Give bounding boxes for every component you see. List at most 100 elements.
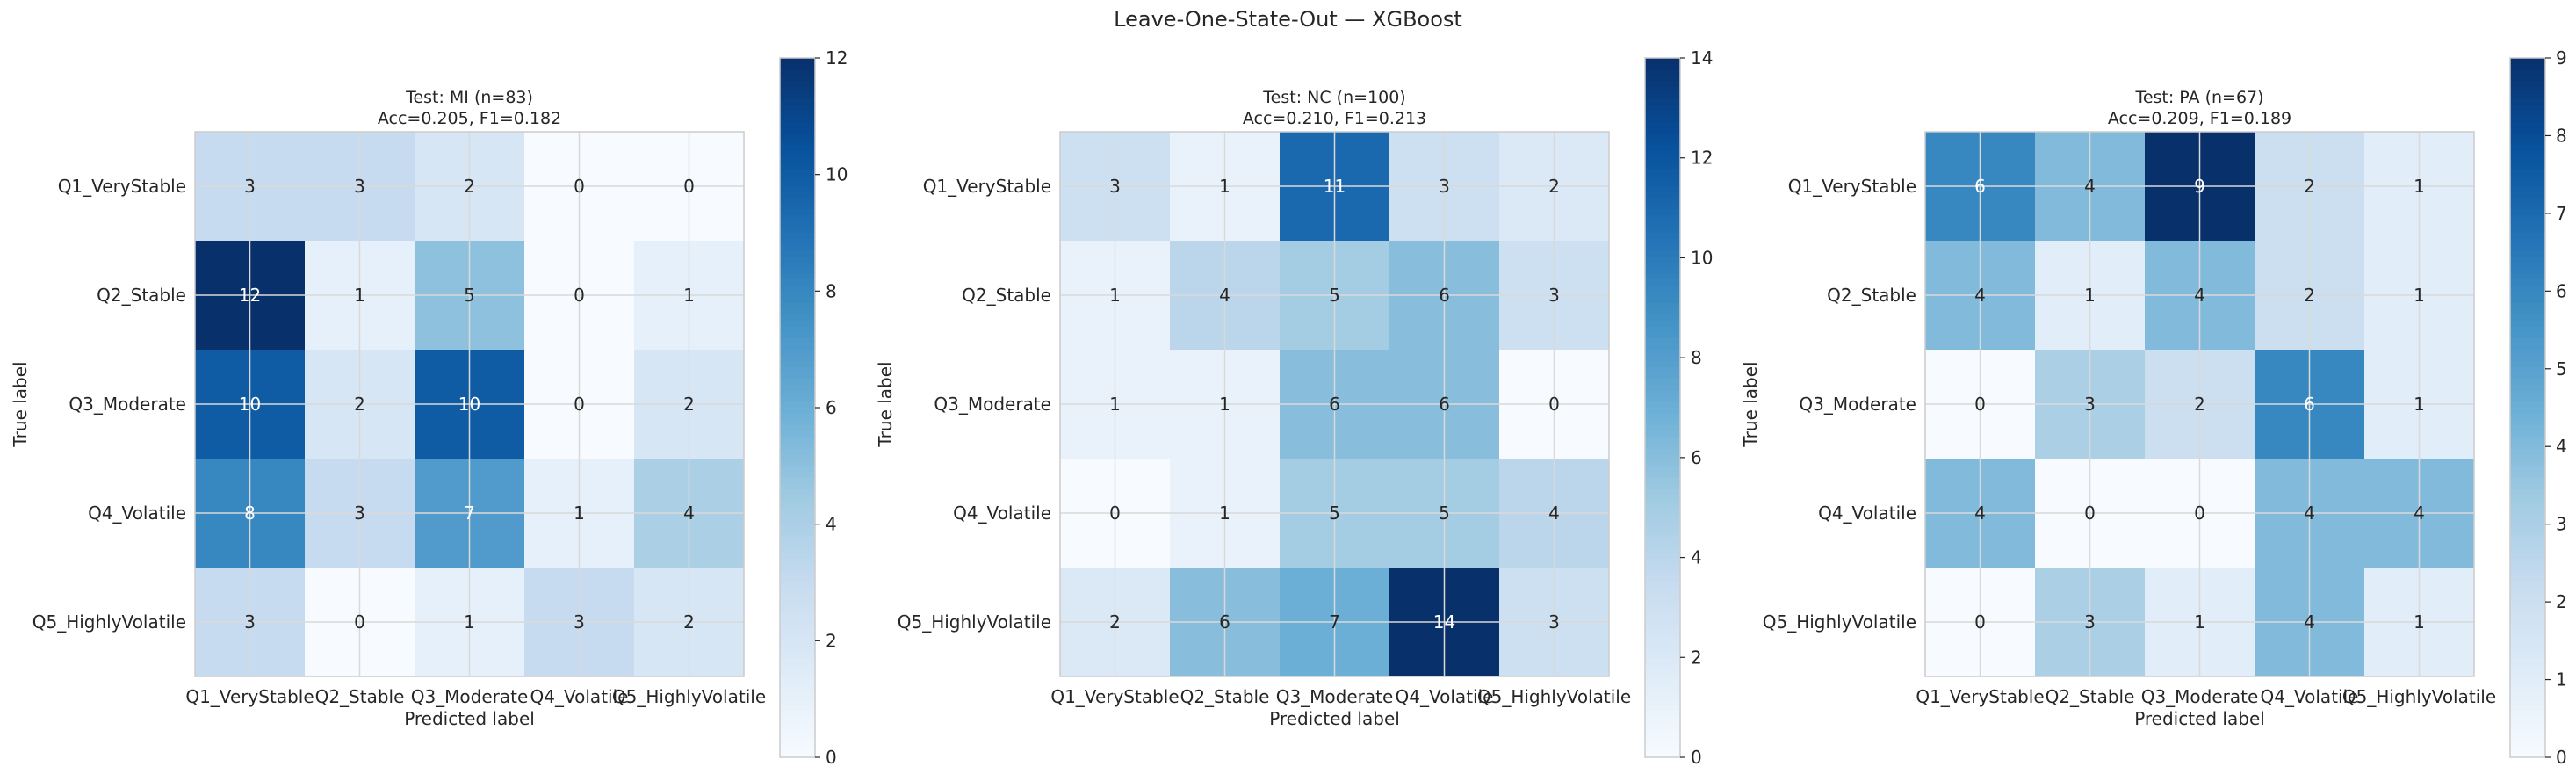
colorbar-segment <box>2510 221 2545 228</box>
y-tick-label: Q5_HighlyVolatile <box>1763 611 1916 633</box>
cell-value-label: 1 <box>574 503 585 524</box>
colorbar-segment <box>780 454 815 461</box>
colorbar-segment <box>780 349 815 356</box>
colorbar-segment <box>2510 559 2545 566</box>
colorbar-segment <box>2510 448 2545 455</box>
colorbar-segment <box>780 139 815 147</box>
colorbar-segment <box>1645 553 1680 560</box>
colorbar-segment <box>2510 430 2545 438</box>
colorbar-segment <box>2510 424 2545 432</box>
colorbar-segment <box>2510 180 2545 187</box>
colorbar-segment <box>2510 419 2545 426</box>
colorbar-segment <box>780 466 815 473</box>
colorbar-segment <box>2510 308 2545 315</box>
cell-value-label: 4 <box>1974 285 1986 306</box>
colorbar-segment <box>2510 681 2545 688</box>
colorbar-segment <box>780 710 815 718</box>
colorbar-segment <box>1645 63 1680 70</box>
colorbar-segment <box>2510 611 2545 618</box>
colorbar-segment <box>780 238 815 245</box>
colorbar-segment <box>780 156 815 163</box>
colorbar-segment <box>780 734 815 741</box>
colorbar-segment <box>2510 518 2545 525</box>
cell-value-label: 2 <box>354 394 365 415</box>
colorbar-segment <box>1645 663 1680 671</box>
colorbar-segment <box>780 599 815 607</box>
colorbar-tick-label: 4 <box>826 514 837 535</box>
colorbar-segment <box>780 192 815 199</box>
colorbar-segment <box>2510 326 2545 333</box>
cell-value-label: 2 <box>2304 176 2315 197</box>
colorbar-segment <box>1645 215 1680 222</box>
cell-value-label: 1 <box>2084 285 2096 306</box>
colorbar-segment <box>2510 238 2545 245</box>
colorbar-segment <box>780 576 815 583</box>
colorbar-segment <box>1645 302 1680 309</box>
colorbar-segment <box>780 320 815 327</box>
colorbar-segment <box>2510 740 2545 747</box>
colorbar-segment <box>2510 570 2545 577</box>
colorbar-segment <box>1645 541 1680 548</box>
colorbar-segment <box>780 296 815 304</box>
colorbar-segment <box>1645 58 1680 65</box>
x-tick-label: Q1_VeryStable <box>185 686 314 707</box>
y-tick-label: Q4_Volatile <box>1818 503 1916 524</box>
colorbar-segment <box>2510 751 2545 758</box>
colorbar-segment <box>780 518 815 525</box>
cell-value-label: 1 <box>2194 611 2205 633</box>
colorbar-segment <box>1645 81 1680 88</box>
x-tick-label: Q2_Stable <box>315 686 405 707</box>
colorbar-segment <box>780 262 815 269</box>
colorbar-segment <box>2510 92 2545 100</box>
colorbar-segment <box>2510 734 2545 741</box>
colorbar-segment <box>780 634 815 641</box>
colorbar-segment <box>1645 652 1680 659</box>
panel-title-line2: Acc=0.209, F1=0.189 <box>2108 109 2291 128</box>
colorbar-segment <box>2510 156 2545 163</box>
colorbar-segment <box>780 611 815 618</box>
colorbar-segment <box>780 273 815 280</box>
colorbar-segment <box>1645 506 1680 513</box>
colorbar-segment <box>1645 127 1680 134</box>
cell-value-label: 7 <box>464 503 475 524</box>
colorbar-segment <box>1645 314 1680 322</box>
colorbar-segment <box>780 693 815 700</box>
cell-value-label: 10 <box>239 394 261 415</box>
colorbar-segment <box>780 559 815 566</box>
colorbar-segment <box>780 459 815 466</box>
colorbar-segment <box>780 174 815 181</box>
colorbar-segment <box>2510 722 2545 729</box>
colorbar-segment <box>2510 605 2545 612</box>
colorbar-segment <box>1645 349 1680 356</box>
colorbar-segment <box>780 535 815 543</box>
colorbar-segment <box>780 233 815 240</box>
colorbar-segment <box>2510 663 2545 671</box>
cell-value-label: 1 <box>1219 176 1230 197</box>
x-axis-label: Predicted label <box>1269 708 1400 729</box>
cell-value-label: 0 <box>1548 394 1560 415</box>
colorbar-segment <box>780 384 815 391</box>
colorbar-segment <box>2510 291 2545 298</box>
cell-value-label: 5 <box>1329 285 1340 306</box>
colorbar-segment <box>780 92 815 100</box>
y-tick-label: Q3_Moderate <box>69 394 186 415</box>
colorbar-segment <box>1645 273 1680 280</box>
colorbar-segment <box>1645 559 1680 566</box>
colorbar-segment <box>2510 296 2545 304</box>
colorbar-segment <box>2510 634 2545 641</box>
colorbar-segment <box>780 512 815 519</box>
y-tick-label: Q2_Stable <box>962 285 1051 306</box>
x-axis-label: Predicted label <box>2134 708 2265 729</box>
colorbar-segment <box>1645 716 1680 723</box>
colorbar-tick-label: 6 <box>826 397 837 418</box>
cell-value-label: 2 <box>683 394 695 415</box>
colorbar-segment <box>2510 727 2545 735</box>
colorbar-segment <box>780 471 815 479</box>
colorbar-segment <box>1645 267 1680 275</box>
colorbar-segment <box>1645 459 1680 466</box>
cell-value-label: 6 <box>1439 285 1450 306</box>
colorbar-segment <box>2510 652 2545 659</box>
colorbar-segment <box>780 681 815 688</box>
colorbar-segment <box>1645 192 1680 199</box>
